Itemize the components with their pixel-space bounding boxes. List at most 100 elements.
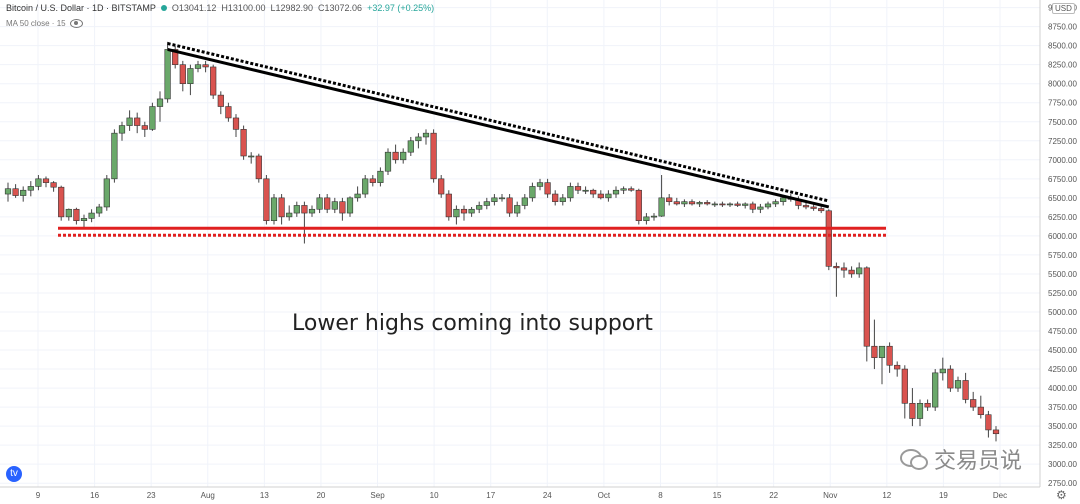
- y-tick-label: 3500.00: [1048, 422, 1077, 431]
- indicator-label[interactable]: MA 50 close · 15: [6, 19, 66, 28]
- y-tick-label: 5500.00: [1048, 270, 1077, 279]
- candle-body: [453, 208, 460, 218]
- candle-body: [970, 399, 977, 408]
- candle-body: [635, 189, 642, 221]
- x-tick-label: Aug: [201, 491, 215, 500]
- y-tick-label: 6500.00: [1048, 194, 1077, 203]
- y-tick-label: 3250.00: [1048, 441, 1077, 450]
- x-tick-label: 24: [543, 491, 552, 500]
- currency-label[interactable]: USD: [1052, 3, 1075, 14]
- candle-body: [544, 182, 551, 195]
- candle-body: [901, 368, 908, 404]
- candle-body: [422, 132, 430, 138]
- candle-body: [856, 267, 863, 275]
- y-tick-label: 7500.00: [1048, 118, 1077, 127]
- candle-body: [111, 132, 118, 180]
- trendline: [167, 48, 830, 209]
- x-tick-label: 10: [430, 491, 439, 500]
- candle-body: [134, 117, 141, 126]
- candle-body: [673, 201, 680, 205]
- candle-body: [666, 197, 673, 202]
- candle-body: [590, 189, 597, 195]
- candle-body: [696, 202, 703, 205]
- candle-body: [932, 372, 939, 408]
- symbol-header: Bitcoin / U.S. Dollar · 1D · BITSTAMP O1…: [6, 3, 434, 13]
- y-tick-label: 6000.00: [1048, 232, 1077, 241]
- candle-body: [909, 402, 916, 419]
- gear-icon[interactable]: ⚙: [1056, 488, 1067, 502]
- candle-body: [73, 208, 80, 221]
- candle-body: [521, 197, 528, 206]
- x-tick-label: 16: [90, 491, 99, 500]
- candle-body: [141, 125, 148, 130]
- candle-body: [415, 136, 422, 142]
- y-tick-label: 8750.00: [1048, 23, 1077, 32]
- candle-body: [643, 216, 650, 221]
- trendline-dotted: [167, 42, 830, 203]
- candle-body: [954, 380, 962, 389]
- candle-body: [985, 414, 992, 431]
- candle-body: [612, 189, 620, 195]
- candle-body: [149, 106, 156, 130]
- candle-body: [924, 402, 931, 408]
- watermark: 交易员说: [900, 443, 1022, 475]
- candle-body: [362, 178, 369, 195]
- ohlc-high: H13100.00: [221, 3, 266, 13]
- candle-body: [719, 203, 726, 206]
- y-tick-label: 3000.00: [1048, 460, 1077, 469]
- candle-body: [400, 151, 407, 161]
- candle-body: [316, 197, 323, 210]
- eye-icon[interactable]: [69, 19, 83, 28]
- candle-body: [810, 206, 817, 209]
- candle-body: [210, 66, 217, 96]
- candle-body: [35, 178, 42, 187]
- candle-body: [498, 197, 506, 200]
- candle-body: [749, 203, 756, 210]
- candle-body: [346, 197, 354, 214]
- candle-body: [50, 182, 57, 188]
- candle-body: [620, 188, 627, 191]
- candle-body: [156, 98, 164, 107]
- x-tick-label: Dec: [993, 491, 1007, 500]
- candle-body: [42, 178, 50, 183]
- candle-body: [491, 197, 498, 202]
- ohlc-low: L12982.90: [270, 3, 314, 13]
- candle-body: [331, 201, 338, 210]
- candle-body: [962, 380, 969, 400]
- candle-body: [658, 197, 665, 217]
- candle-body: [324, 197, 331, 210]
- x-tick-label: 19: [939, 491, 948, 500]
- candle-body: [802, 205, 810, 208]
- y-tick-label: 5250.00: [1048, 289, 1077, 298]
- candle-body: [240, 129, 247, 157]
- candle-body: [711, 203, 718, 206]
- candle-body: [833, 266, 840, 269]
- y-tick-label: 7750.00: [1048, 99, 1077, 108]
- candle-body: [780, 197, 787, 202]
- x-tick-label: 8: [658, 491, 663, 500]
- tradingview-logo-icon[interactable]: tv: [6, 466, 22, 482]
- candle-body: [818, 208, 825, 212]
- candle-body: [628, 188, 635, 191]
- candle-body: [977, 406, 984, 416]
- y-tick-label: 8000.00: [1048, 80, 1077, 89]
- symbol-title[interactable]: Bitcoin / U.S. Dollar · 1D · BITSTAMP: [6, 3, 156, 13]
- candle-body: [476, 205, 483, 210]
- drawings: [58, 42, 886, 237]
- candle-body: [4, 188, 12, 195]
- candle-body: [764, 203, 772, 208]
- candle-body: [726, 203, 734, 206]
- y-tick-label: 4750.00: [1048, 327, 1077, 336]
- ohlc-close: C13072.06: [318, 3, 363, 13]
- candle-body: [354, 193, 361, 199]
- candle-body: [278, 197, 285, 218]
- candle-body: [369, 178, 376, 183]
- candle-body: [947, 368, 954, 389]
- x-tick-label: Nov: [823, 491, 837, 500]
- time-axis: 9 16 23 Aug 13 20 Sep 10 17 24 Oct 8 15 22 Nov 12 19 Dec: [0, 486, 1040, 500]
- candle-body: [270, 197, 278, 221]
- x-tick-label: 15: [713, 491, 722, 500]
- candle-body: [164, 49, 171, 100]
- candle-body: [582, 189, 589, 192]
